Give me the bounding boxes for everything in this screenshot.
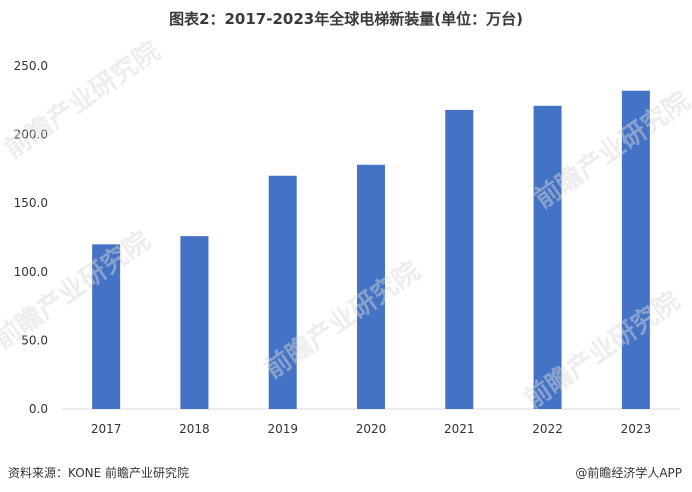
bar-2017	[92, 244, 121, 409]
source-note: 资料来源：KONE 前瞻产业研究院	[8, 466, 190, 480]
bar-2020	[357, 164, 385, 409]
x-tick-label: 2021	[444, 422, 475, 436]
y-tick-label: 200.0	[14, 128, 48, 142]
bar-2022	[533, 105, 562, 410]
bar-2021	[445, 109, 474, 410]
x-tick-label: 2018	[179, 422, 210, 436]
x-tick-label: 2020	[356, 422, 387, 436]
x-tick-label: 2023	[621, 422, 652, 436]
bar-2019	[268, 175, 297, 409]
chart-title: 图表2：2017-2023年全球电梯新装量(单位：万台)	[169, 10, 523, 28]
y-tick-label: 0.0	[29, 402, 48, 416]
y-tick-label: 100.0	[14, 265, 48, 279]
y-tick-label: 250.0	[14, 59, 48, 73]
bar-2023	[621, 90, 650, 410]
y-tick-label: 50.0	[21, 333, 48, 347]
bar-2018	[180, 236, 209, 409]
x-tick-label: 2017	[91, 422, 122, 436]
x-tick-label: 2022	[532, 422, 563, 436]
app-credit: @前瞻经济学人APP	[575, 466, 682, 480]
y-tick-label: 150.0	[14, 196, 48, 210]
x-tick-label: 2019	[267, 422, 298, 436]
